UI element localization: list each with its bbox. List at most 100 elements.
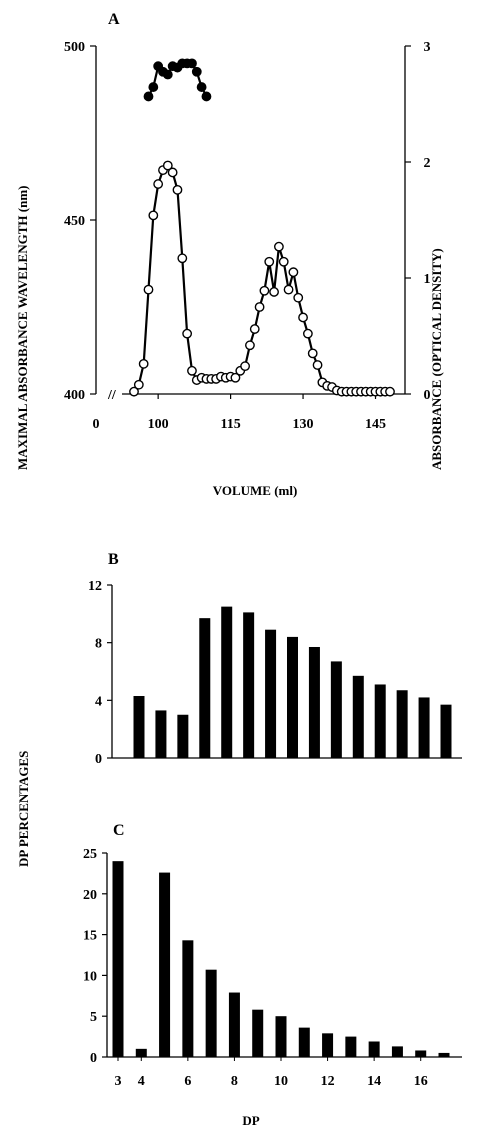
panel-a-absorbance-point: [274, 241, 284, 252]
panel-b-y-tick-label: 0: [95, 752, 102, 767]
panel-b-bar: [396, 690, 408, 758]
panel-a-x-tick-label: 145: [365, 417, 386, 432]
panel-c-x-label: DP: [242, 1113, 259, 1128]
panel-a-absorbance-point: [187, 365, 197, 376]
panel-a-x-tick-label: 130: [293, 417, 314, 432]
panel-b-bars: [133, 606, 452, 758]
panel-b-bar: [199, 618, 211, 758]
panel-b-bar: [287, 636, 298, 758]
panel-a-right-ticks: 0 1 2 3: [405, 40, 431, 403]
panel-a-right-tick-label: 0: [424, 388, 431, 403]
panel-c-bar: [438, 1052, 450, 1057]
panel-a-wavelength-point: [187, 58, 197, 69]
panel-b-y-tick-label: 8: [95, 637, 102, 652]
panel-a-absorbance-point: [167, 167, 178, 178]
panel-c-bar: [182, 940, 194, 1057]
panel-a-absorbance-point: [288, 267, 299, 278]
panel-a-x-tick-label: 0: [93, 417, 100, 432]
panel-c-bar: [135, 1048, 147, 1057]
panel-a-right-tick-label: 3: [424, 40, 431, 55]
panel-c-bar: [391, 1046, 403, 1057]
panel-a: A // 400 450 500 0 1 2 3 0 100 115 130 145 MAXIMA…: [15, 11, 444, 498]
panel-a-left-tick-label: 450: [64, 214, 85, 229]
panel-a-absorbance-point: [143, 284, 154, 295]
panel-c-bar: [252, 1009, 264, 1057]
panel-b-y-ticks: 0 4 8 12: [88, 579, 112, 767]
panel-a-absorbance-point: [254, 302, 265, 312]
panel-a-absorbance-point: [249, 324, 260, 334]
panel-a-right-tick-label: 1: [424, 272, 431, 287]
panel-a-absorbance-point: [298, 312, 308, 323]
panel-a-right-tick-label: 2: [424, 156, 431, 171]
panel-a-absorbance-point: [172, 184, 183, 195]
panel-b-bar: [352, 675, 364, 758]
panel-a-absorbance-point: [153, 179, 164, 189]
panel-c-bar: [298, 1027, 310, 1057]
panel-c-x-tick-label: 16: [414, 1074, 428, 1089]
panel-c-x-tick-label: 8: [231, 1074, 238, 1089]
panel-c-x-tick-label: 6: [184, 1074, 191, 1089]
panel-a-x-ticks: 0 100 115 130 145: [93, 394, 386, 432]
panel-c-bar: [275, 1016, 287, 1057]
panel-c-x-ticks: 3 4 6 8 10 12 14 16: [115, 1057, 428, 1089]
panel-a-absorbance-point: [259, 285, 270, 296]
panel-a-absorbance-line: [133, 163, 390, 393]
panel-c-y-tick-label: 25: [83, 847, 97, 862]
panel-c-y-tick-label: 20: [83, 888, 97, 903]
panel-a-absorbance-point: [129, 386, 139, 397]
panel-b-bar: [177, 714, 189, 758]
panel-a-absorbance-point: [269, 287, 279, 297]
panel-a-wavelength-point: [143, 91, 154, 102]
panel-c-x-tick-label: 14: [367, 1074, 381, 1089]
panel-b-bar: [374, 684, 386, 758]
panel-c-y-tick-label: 5: [90, 1010, 97, 1025]
panel-a-absorbance-point: [177, 253, 188, 264]
panel-c-bar: [345, 1036, 357, 1057]
panel-a-wavelength-point: [196, 82, 207, 92]
panel-b-bar: [418, 697, 430, 758]
panel-b: B 0 4 8 12 DP PERCENTAGES: [16, 551, 462, 867]
panel-b-bar: [243, 612, 255, 758]
panel-c-label: C: [113, 822, 125, 839]
panel-a-y-right-label: ABSORBANCE (OPTICAL DENSITY): [429, 248, 444, 470]
panel-c-bar: [159, 872, 171, 1057]
panel-a-absorbance-point: [385, 386, 395, 397]
panel-a-absorbance-point: [138, 358, 149, 369]
panel-a-wavelength-point: [201, 91, 212, 102]
panel-a-absorbance-point: [283, 284, 294, 295]
panel-c-bar: [112, 861, 124, 1057]
panel-b-bar: [133, 696, 145, 758]
panel-c-bars: [112, 861, 450, 1057]
panel-a-absorbance-point: [307, 348, 318, 359]
panel-a-absorbance-point: [148, 210, 159, 221]
panel-c-x-tick-label: 12: [321, 1074, 335, 1089]
panel-c-bar: [415, 1050, 427, 1057]
panel-a-label: A: [108, 11, 120, 28]
panel-a-y-left-label: MAXIMAL ABSORBANCE WAVELENGTH (nm): [15, 186, 30, 470]
panel-b-bar: [330, 661, 342, 758]
panel-a-absorbance-point: [230, 372, 241, 383]
panel-a-absorbance-point: [302, 328, 313, 339]
panel-b-bar: [308, 646, 320, 758]
panel-c-x-tick-label: 10: [274, 1074, 288, 1089]
panel-c-bar: [205, 969, 217, 1057]
panel-a-absorbance-point: [240, 361, 250, 372]
panel-b-bar: [265, 629, 277, 758]
panel-c-x-tick-label: 4: [138, 1074, 145, 1089]
panel-c: C 0 5 10 15 20 25 3 4 6 8 10 12 14 16 DP: [83, 822, 462, 1128]
panel-a-series: [129, 58, 395, 397]
panel-a-left-ticks: 400 450 500: [64, 40, 96, 403]
panel-a-absorbance-point: [245, 340, 255, 351]
panel-b-y-tick-label: 4: [95, 694, 102, 709]
panel-c-y-ticks: 0 5 10 15 20 25: [83, 847, 107, 1066]
panel-b-label: B: [108, 551, 119, 568]
panel-a-absorbance-point: [162, 160, 173, 171]
panel-a-x-tick-label: 100: [148, 417, 169, 432]
panel-c-bar: [368, 1041, 380, 1057]
panel-c-y-tick-label: 15: [83, 929, 97, 944]
panel-b-y-label: DP PERCENTAGES: [16, 751, 31, 867]
panel-c-bar: [322, 1033, 334, 1057]
panel-a-x-tick-label: 115: [220, 417, 240, 432]
panel-b-bar: [155, 710, 167, 758]
